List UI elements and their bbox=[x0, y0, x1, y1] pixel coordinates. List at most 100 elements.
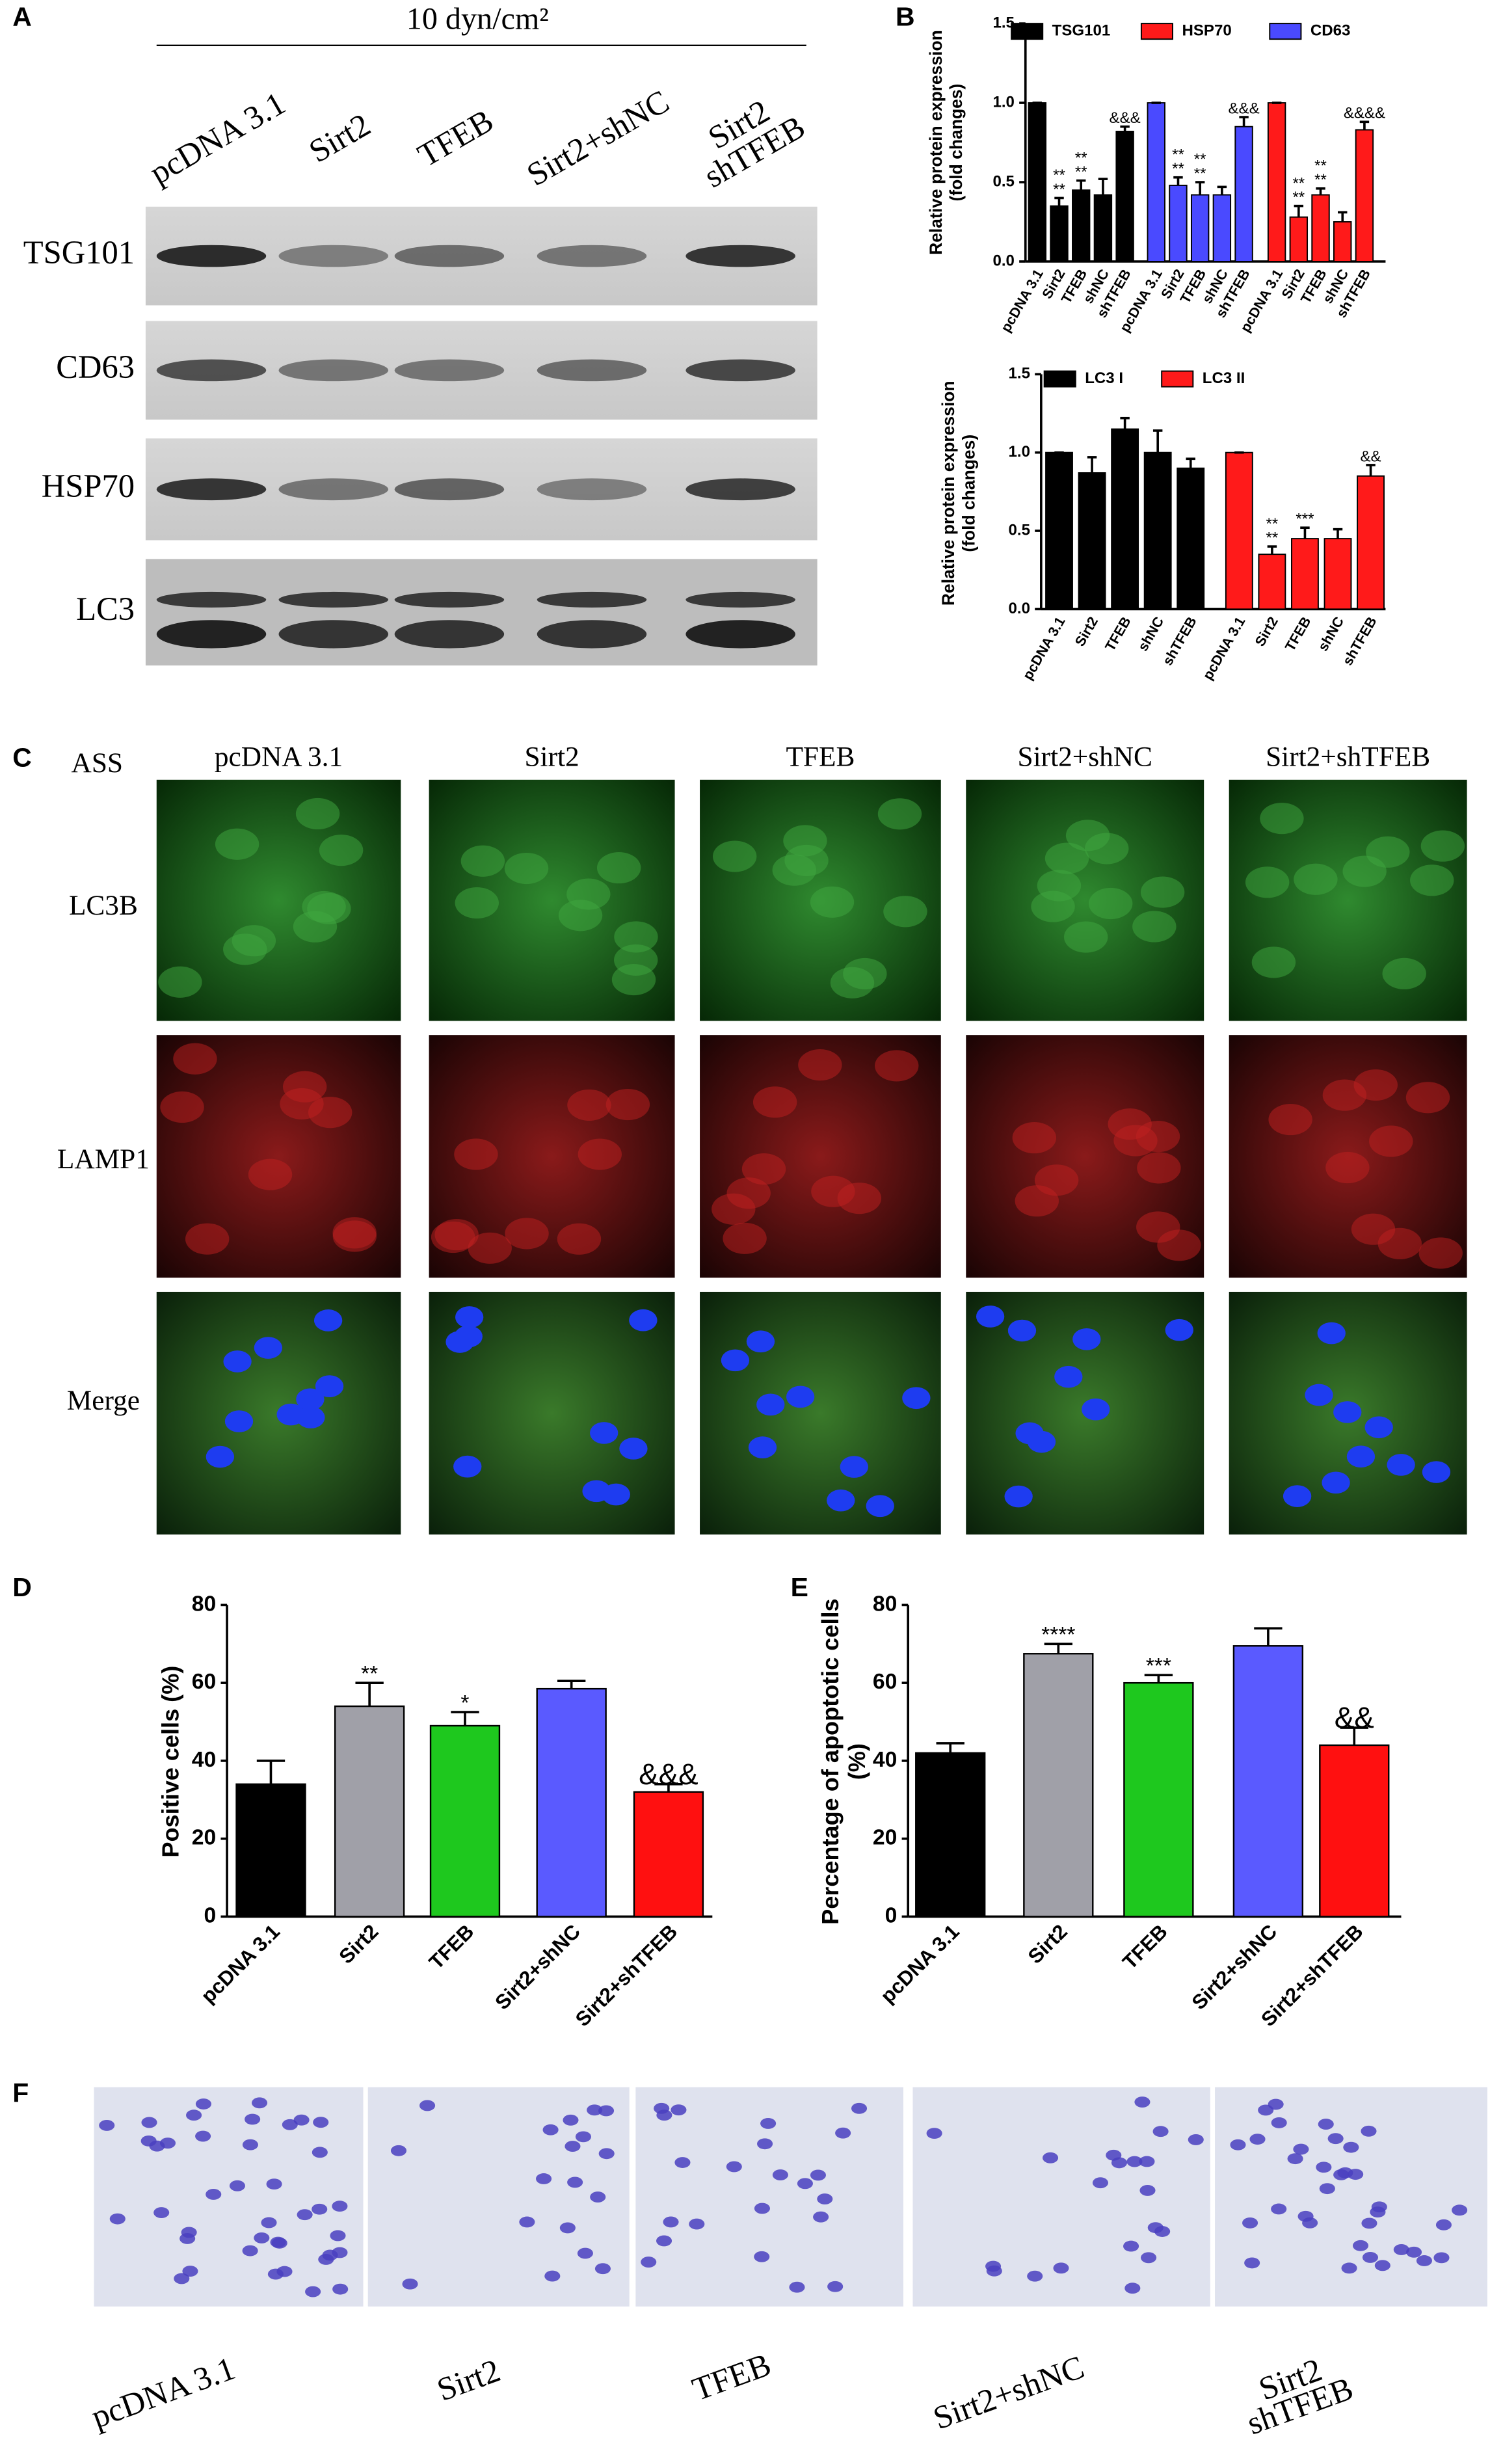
nucleus bbox=[455, 1306, 484, 1328]
cell bbox=[455, 887, 499, 919]
migrated-cell bbox=[1319, 2183, 1335, 2195]
migrated-cell bbox=[245, 2113, 261, 2125]
micrograph bbox=[700, 1291, 941, 1535]
bar bbox=[235, 1783, 306, 1918]
bar bbox=[1289, 216, 1309, 262]
nucleus bbox=[1322, 1471, 1350, 1494]
cell bbox=[1088, 887, 1133, 920]
cell bbox=[837, 1183, 882, 1214]
column-label: pcDNA 3.1 bbox=[215, 741, 343, 772]
y-axis-title: Relative protein expression (fold changes… bbox=[926, 30, 966, 255]
migrated-cell bbox=[641, 2256, 657, 2268]
cell bbox=[611, 963, 656, 996]
nucleus bbox=[1364, 1416, 1393, 1439]
cell bbox=[1085, 833, 1129, 864]
bar bbox=[1169, 184, 1188, 262]
nucleus bbox=[629, 1309, 658, 1332]
migrated-cell bbox=[330, 2230, 346, 2242]
migrated-cell bbox=[1416, 2255, 1432, 2266]
legend-swatch bbox=[1269, 23, 1302, 40]
x-tick-label: TFEB bbox=[1102, 614, 1134, 654]
migrated-cell bbox=[402, 2278, 418, 2290]
nucleus bbox=[313, 1309, 343, 1332]
nucleus bbox=[746, 1330, 775, 1353]
x-tick-label: Sirt2+shNC bbox=[490, 1920, 585, 2015]
significance-label: ** bbox=[1194, 151, 1206, 168]
cell bbox=[1268, 1104, 1312, 1136]
migrated-cell bbox=[261, 2217, 277, 2229]
lane-label-group: Sirt2 bbox=[303, 106, 377, 170]
cell bbox=[293, 911, 338, 943]
migrated-cell bbox=[1126, 2156, 1143, 2167]
cell bbox=[332, 1220, 377, 1252]
significance-label: ** bbox=[1075, 163, 1087, 181]
migrated-cell bbox=[312, 2203, 328, 2215]
cell bbox=[875, 1050, 919, 1082]
significance-label: ** bbox=[1314, 157, 1327, 174]
migrated-cell bbox=[1327, 2133, 1344, 2145]
migrated-cell bbox=[827, 2281, 844, 2292]
nucleus bbox=[1283, 1485, 1312, 1507]
migrated-cell bbox=[293, 2114, 310, 2126]
y-axis-label: Relative protein expression bbox=[938, 381, 958, 606]
column-label: Sirt2+shTFEB bbox=[1266, 741, 1430, 772]
bar bbox=[1050, 205, 1069, 262]
legend-label: CD63 bbox=[1310, 22, 1351, 40]
x-tick-label: Sirt2 bbox=[1071, 614, 1101, 649]
nucleus bbox=[1305, 1384, 1333, 1406]
migrated-cell bbox=[1188, 2134, 1204, 2145]
cell bbox=[1410, 864, 1454, 896]
significance-label: && bbox=[1361, 448, 1381, 465]
significance-label: * bbox=[460, 1691, 469, 1715]
legend-label: HSP70 bbox=[1182, 22, 1231, 40]
migrated-cell bbox=[1362, 2252, 1378, 2263]
protein-label: TSG101 bbox=[23, 234, 135, 271]
cell bbox=[1382, 957, 1426, 989]
x-tick-label: pcDNA 3.1 bbox=[1019, 614, 1068, 683]
blot-band bbox=[394, 359, 505, 382]
significance-label: ** bbox=[1172, 160, 1184, 178]
panel-label: D bbox=[12, 1572, 32, 1602]
bar bbox=[1225, 451, 1253, 610]
y-tick-label: 80 bbox=[873, 1591, 897, 1616]
nucleus bbox=[976, 1306, 1005, 1328]
nucleus bbox=[1072, 1328, 1101, 1350]
cell bbox=[723, 1222, 767, 1254]
migrated-cell bbox=[656, 2235, 672, 2247]
bar bbox=[1123, 1681, 1194, 1918]
significance-label: ** bbox=[1292, 174, 1305, 192]
significance-label: ** bbox=[1266, 529, 1279, 546]
legend-swatch bbox=[1011, 23, 1044, 40]
x-tick-label: Sirt2 bbox=[335, 1920, 383, 1968]
nucleus bbox=[1333, 1401, 1362, 1423]
lane-label: TFEB bbox=[412, 102, 499, 174]
migrated-cell bbox=[182, 2266, 198, 2277]
y-tick-label: 0.0 bbox=[1009, 600, 1030, 617]
migrated-cell bbox=[195, 2098, 211, 2109]
migrated-cell bbox=[1374, 2260, 1390, 2271]
cell bbox=[1245, 866, 1290, 898]
cell bbox=[1369, 1125, 1413, 1157]
condition-label: 10 dyn/cm² bbox=[406, 2, 549, 36]
migrated-cell bbox=[1393, 2243, 1409, 2255]
migrated-cell bbox=[559, 2222, 576, 2234]
significance-label: ** bbox=[1075, 149, 1087, 167]
bar bbox=[334, 1705, 405, 1918]
x-tick-label: Sirt2 bbox=[1024, 1920, 1072, 1968]
y-tick-label: 0 bbox=[204, 1903, 216, 1927]
nucleus bbox=[254, 1337, 283, 1359]
blot-band bbox=[156, 245, 267, 267]
migrated-cell bbox=[186, 2109, 202, 2121]
cell bbox=[1251, 946, 1296, 978]
migrated-cell bbox=[835, 2127, 851, 2139]
cell bbox=[772, 854, 816, 886]
cell bbox=[578, 1138, 622, 1170]
cell bbox=[505, 1218, 549, 1250]
bar bbox=[536, 1687, 607, 1918]
migrated-cell bbox=[1452, 2204, 1468, 2216]
migrated-cell bbox=[297, 2209, 313, 2221]
nucleus bbox=[827, 1489, 855, 1512]
y-tick-label: 0.5 bbox=[992, 172, 1014, 190]
y-tick-label: 20 bbox=[192, 1825, 216, 1850]
